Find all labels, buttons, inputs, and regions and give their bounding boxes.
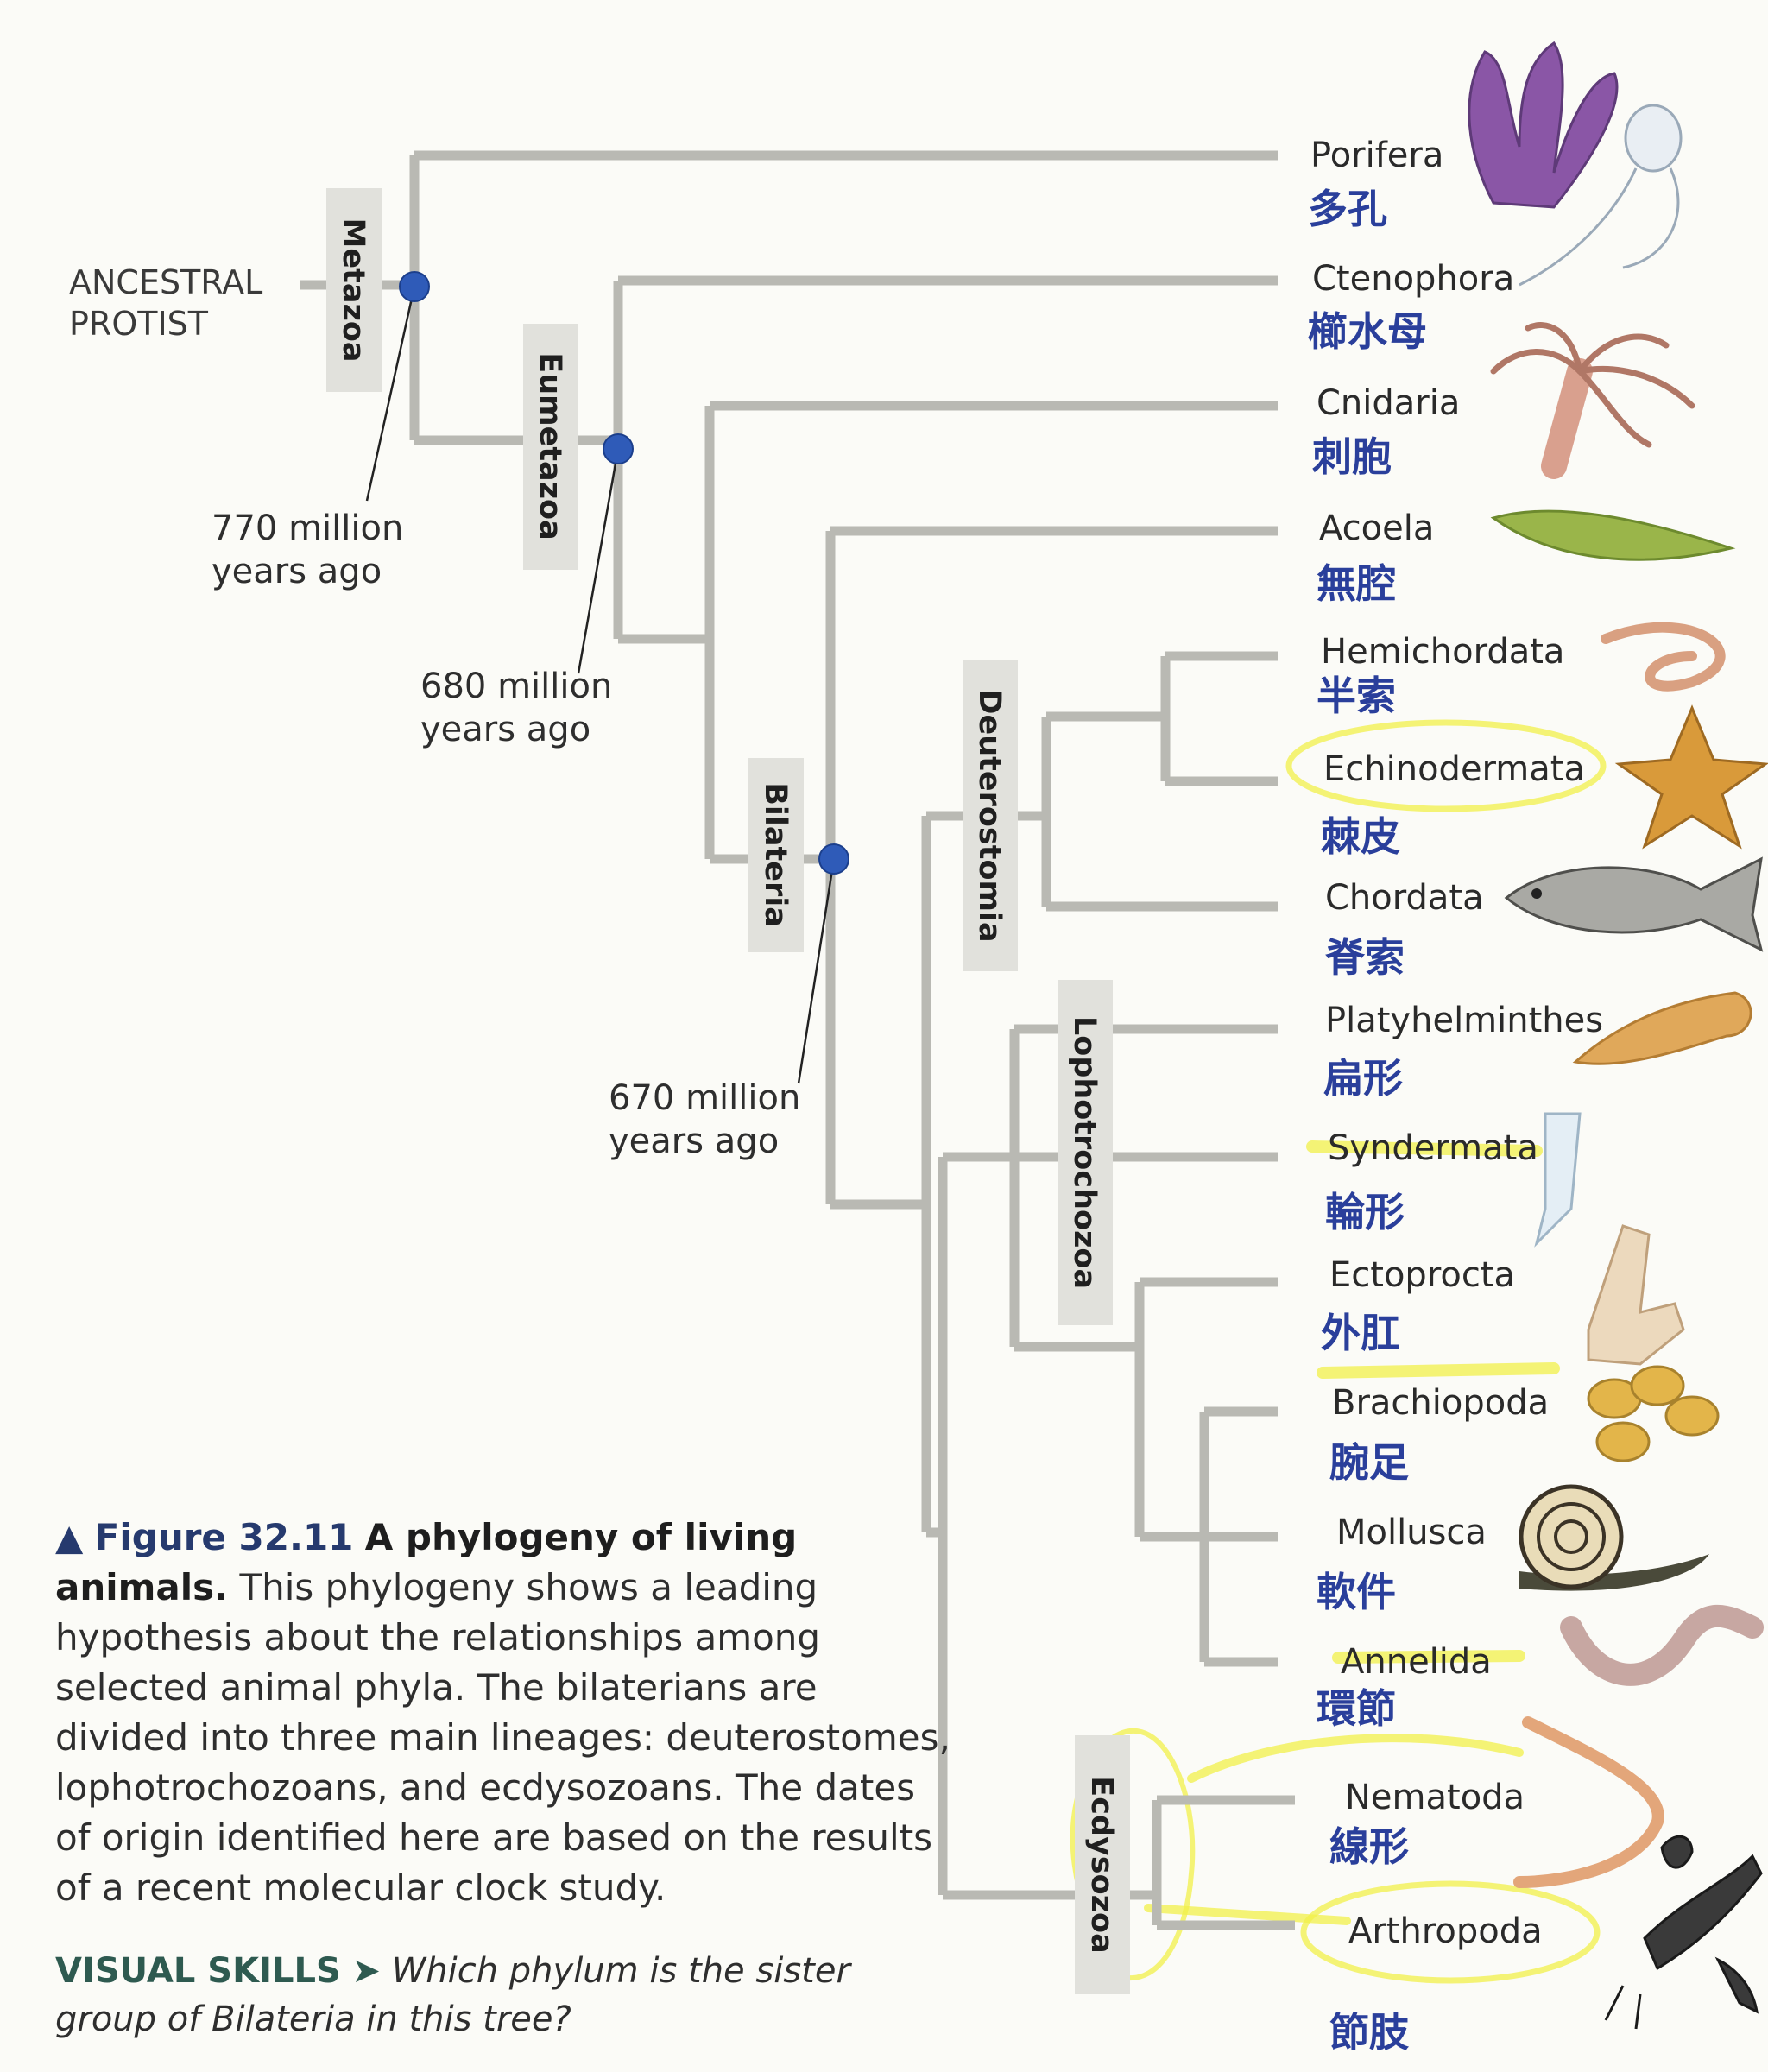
acoel-illustration <box>1490 509 1736 561</box>
sponge-illustration <box>1468 41 1619 209</box>
clade-label-eumetazoa: Eumetazoa <box>533 352 567 540</box>
phylum-ectoprocta: Ectoprocta <box>1329 1255 1515 1295</box>
clade-label-deuterostomia: Deuterostomia <box>972 689 1007 942</box>
note-annelida: 環節 <box>1317 1685 1396 1732</box>
date-680-line-1: 680 million <box>420 666 612 706</box>
divergence-nodes <box>399 271 849 875</box>
highlight-nematoda-bar <box>1187 1734 1524 1783</box>
date-670-line-1: 670 million <box>609 1078 800 1118</box>
note-brachiopoda: 腕足 <box>1329 1439 1409 1486</box>
snail-illustration <box>1519 1484 1709 1591</box>
note-cnidaria: 刺胞 <box>1312 433 1392 480</box>
note-platyhelminthes: 扁形 <box>1323 1055 1403 1102</box>
phylum-mollusca: Mollusca <box>1336 1513 1487 1552</box>
clade-boxes <box>326 188 1130 1994</box>
phylum-cnidaria: Cnidaria <box>1317 383 1460 423</box>
figure-caption: ▲ Figure 32.11 A phylogeny of living ani… <box>55 1513 953 1913</box>
pointer-770 <box>365 286 416 502</box>
note-acoela: 無腔 <box>1317 560 1396 607</box>
clade-box-eumetazoa <box>523 324 578 570</box>
visual-skills-question: VISUAL SKILLS ➤ Which phylum is the sist… <box>55 1947 953 2044</box>
clade-label-lophotrochozoa: Lophotrochozoa <box>1067 1016 1102 1289</box>
highlight-arthropoda <box>1300 1880 1601 1984</box>
date-pointers <box>365 286 836 1084</box>
rotifer-illustration <box>1534 1112 1582 1248</box>
note-echinodermata: 棘皮 <box>1321 813 1400 860</box>
nematode-illustration <box>1513 1716 1664 1888</box>
highlight-annelida <box>1332 1650 1525 1664</box>
flatworm-illustration <box>1572 991 1752 1065</box>
organism-illustrations <box>1468 41 1768 2030</box>
highlight-ecdysozoa-loop <box>1070 1728 1196 1981</box>
date-670-line-2: years ago <box>609 1121 779 1161</box>
caption-figure-number: Figure 32.11 <box>94 1516 354 1558</box>
note-chordata: 脊索 <box>1325 934 1405 981</box>
clade-label-ecdysozoa: Ecdysozoa <box>1084 1776 1119 1953</box>
visual-skills-arrow-icon: ➤ <box>351 1951 381 1991</box>
highlight-brachiopoda <box>1317 1362 1560 1379</box>
pointer-670 <box>797 858 836 1084</box>
caption-body: This phylogeny shows a leading hypothesi… <box>55 1566 950 1909</box>
root-label: ANCESTRAL PROTIST <box>69 263 262 343</box>
clade-box-deuterostomia <box>963 660 1018 971</box>
acorn-worm-illustration <box>1601 622 1726 692</box>
note-ctenophora: 櫛水母 <box>1308 308 1427 355</box>
clade-box-metazoa <box>326 188 382 392</box>
note-syndermata: 輪形 <box>1325 1189 1405 1235</box>
cnidarian-illustration <box>1490 322 1695 479</box>
phylum-arthropoda: Arthropoda <box>1348 1911 1543 1951</box>
phylum-hemichordata: Hemichordata <box>1321 632 1564 672</box>
fish-illustration <box>1504 856 1764 952</box>
phylum-syndermata: Syndermata <box>1328 1128 1538 1168</box>
clade-box-bilateria <box>748 758 804 952</box>
clade-label-metazoa: Metazoa <box>336 218 370 363</box>
note-hemichordata: 半索 <box>1317 673 1396 719</box>
phylum-nematoda: Nematoda <box>1345 1778 1525 1817</box>
phylum-ctenophora: Ctenophora <box>1312 259 1514 299</box>
phylum-porifera: Porifera <box>1310 136 1443 175</box>
caption-title: A phylogeny of living animals. <box>55 1516 798 1608</box>
root-label-line-2: PROTIST <box>69 305 209 343</box>
clade-box-lophotrochozoa <box>1058 980 1113 1325</box>
highlighter-marks <box>1070 719 1607 1984</box>
note-ectoprocta: 外肛 <box>1321 1310 1400 1356</box>
phylum-chordata: Chordata <box>1325 878 1484 918</box>
visual-skills-text: Which phylum is the sister group of Bila… <box>55 1951 850 2039</box>
note-arthropoda: 節肢 <box>1329 2009 1410 2056</box>
date-680-line-2: years ago <box>420 710 590 749</box>
starfish-illustration <box>1614 704 1768 850</box>
note-mollusca: 軟件 <box>1317 1569 1396 1615</box>
note-nematoda: 線形 <box>1329 1823 1409 1870</box>
date-770-line-1: 770 million <box>212 509 403 548</box>
note-porifera: 多孔 <box>1308 186 1387 232</box>
date-labels: 770 million years ago 680 million years … <box>212 509 800 1161</box>
clade-label-bilateria: Bilateria <box>758 782 792 927</box>
highlight-echinodermata <box>1285 719 1607 812</box>
clade-box-ecdysozoa <box>1075 1735 1130 1994</box>
node-eumetazoa <box>603 433 634 464</box>
tree-branches <box>300 150 1295 1930</box>
phylum-annelida: Annelida <box>1341 1642 1492 1682</box>
node-bilateria <box>818 843 849 875</box>
highlight-arthropoda-bar <box>1144 1904 1351 1925</box>
phylum-brachiopoda: Brachiopoda <box>1332 1383 1549 1423</box>
phylum-labels: Porifera Ctenophora Cnidaria Acoela Hemi… <box>1308 136 1603 2056</box>
earthworm-illustration <box>1560 1604 1764 1686</box>
date-770-line-2: years ago <box>212 552 382 591</box>
node-metazoa <box>399 271 430 302</box>
crayfish-illustration <box>1604 1835 1763 2030</box>
highlight-syndermata <box>1306 1140 1543 1157</box>
phylum-echinodermata: Echinodermata <box>1323 749 1585 789</box>
brachiopod-illustration <box>1587 1365 1720 1462</box>
root-label-line-1: ANCESTRAL <box>69 263 262 301</box>
phylum-acoela: Acoela <box>1319 509 1434 548</box>
caption-arrow-icon: ▲ <box>55 1516 84 1558</box>
phylum-platyhelminthes: Platyhelminthes <box>1325 1001 1603 1040</box>
bryozoan-illustration <box>1587 1224 1685 1366</box>
visual-skills-label: VISUAL SKILLS <box>55 1951 341 1991</box>
pointer-680 <box>577 448 620 674</box>
comb-jelly-illustration <box>1519 104 1683 287</box>
